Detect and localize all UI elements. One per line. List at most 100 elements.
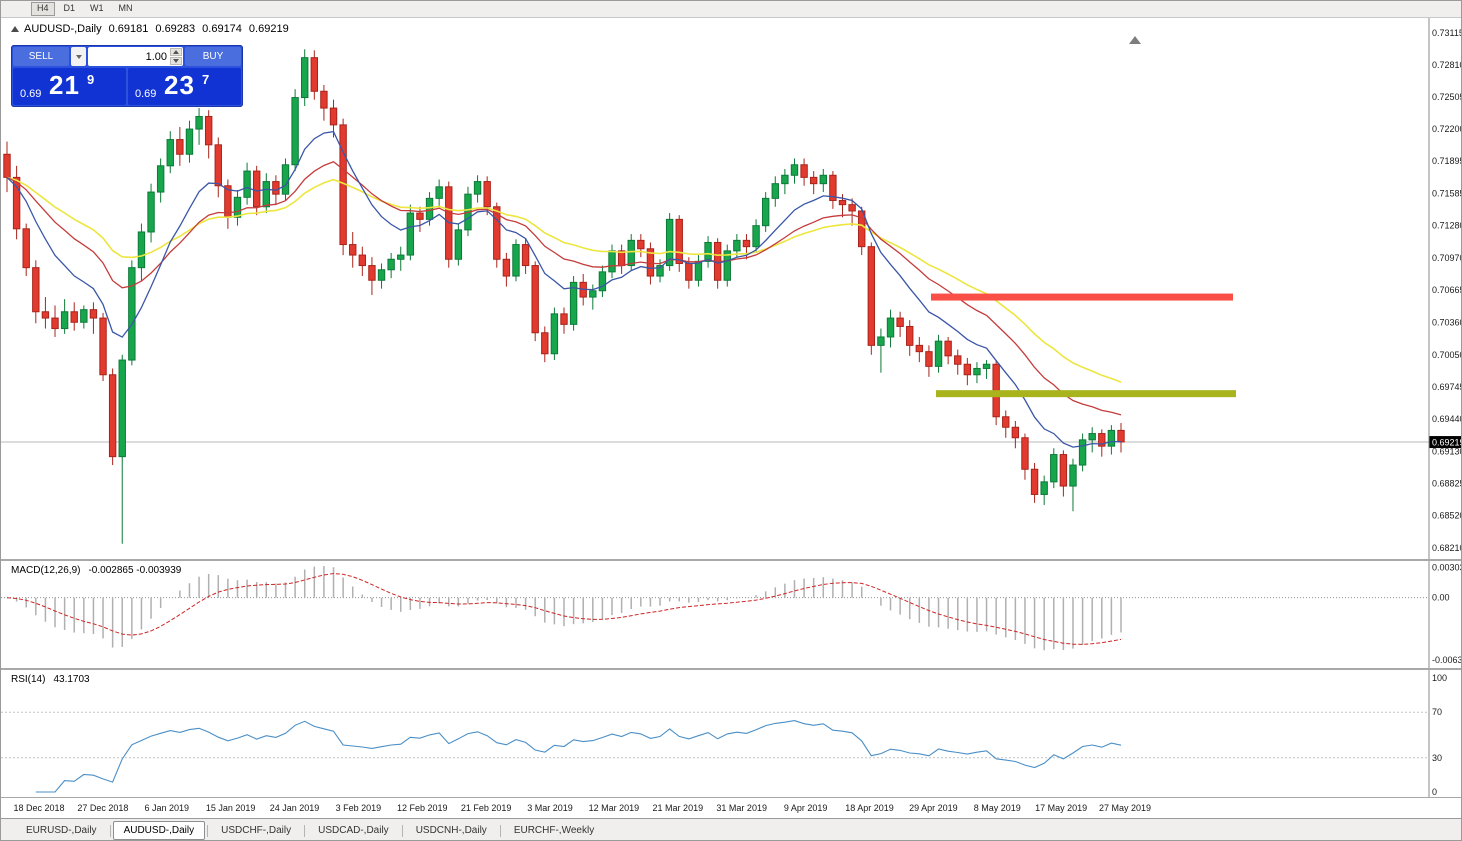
candle-body — [60, 311, 69, 330]
macd-label: MACD(12,26,9) -0.002865 -0.003939 — [11, 565, 181, 576]
timeframe-button-d1[interactable]: D1 — [58, 2, 82, 16]
volume-decrease-button[interactable] — [170, 57, 182, 65]
candle-body — [166, 139, 174, 167]
price-axis-label: 0.71585 — [1432, 189, 1462, 199]
candle-body — [156, 165, 165, 193]
candle-body — [176, 139, 184, 155]
candle-body — [790, 164, 799, 176]
time-axis-label: 27 Dec 2018 — [77, 803, 128, 813]
volume-input[interactable]: 1.00 — [88, 47, 183, 66]
rsi-label: RSI(14) 43.1703 — [11, 674, 90, 685]
time-axis-label: 18 Apr 2019 — [845, 803, 894, 813]
candle-body — [252, 170, 261, 208]
volume-increase-button[interactable] — [170, 48, 182, 56]
candle-body — [397, 254, 405, 260]
timeframe-button-w1[interactable]: W1 — [84, 2, 110, 16]
tab-usdcad-daily[interactable]: USDCAD-,Daily — [318, 825, 389, 836]
time-axis-label: 8 May 2019 — [974, 803, 1021, 813]
tab-audusd-daily[interactable]: AUDUSD-,Daily — [112, 821, 206, 840]
resistance-line[interactable] — [931, 293, 1233, 301]
candle-body — [1002, 416, 1010, 428]
chart-symbol-label: AUDUSD-,Daily — [24, 23, 102, 35]
candle-body — [128, 267, 136, 361]
candle-body — [915, 344, 924, 353]
timeframe-button-h4[interactable]: H4 — [31, 2, 55, 16]
time-axis[interactable]: 18 Dec 2018 27 Dec 2018 6 Jan 2019 15 Jan 2… — [1, 798, 1462, 818]
volume-value: 1.00 — [145, 50, 167, 63]
timeframe-toolbar: H4 D1 W1 MN — [1, 1, 1461, 18]
candle-body — [925, 351, 933, 367]
macd-signal-line — [6, 572, 1122, 645]
sell-button[interactable]: SELL — [13, 47, 69, 66]
price-axis-label: 0.68210 — [1432, 543, 1462, 553]
buy-price-display[interactable]: 0.69 23 7 — [128, 68, 241, 105]
price-axis-label: 0.71280 — [1432, 221, 1462, 231]
sell-price-sup: 9 — [87, 72, 95, 87]
candle-body — [214, 144, 222, 187]
rsi-indicator-panel[interactable]: 100 70 30 0 — [1, 670, 1462, 797]
sell-price-display[interactable]: 0.69 21 9 — [13, 68, 126, 105]
tab-separator — [499, 824, 501, 837]
candle-body — [435, 186, 443, 199]
price-axis-label: 0.69745 — [1432, 382, 1462, 392]
tab-usdcnh-daily[interactable]: USDCNH-,Daily — [415, 825, 487, 836]
tab-eurusd-daily[interactable]: EURUSD-,Daily — [26, 825, 97, 836]
candle-body — [1069, 464, 1077, 487]
support-line[interactable] — [936, 390, 1236, 398]
candle-body — [329, 107, 338, 126]
time-axis-label: 27 May 2019 — [1099, 803, 1151, 813]
scroll-marker-icon[interactable] — [1129, 36, 1141, 44]
time-axis-label: 3 Mar 2019 — [527, 803, 573, 813]
candle-body — [800, 164, 808, 178]
candle-body — [99, 317, 107, 376]
candle-body — [454, 229, 463, 260]
macd-scale-label: 0.00303 — [1432, 563, 1462, 573]
price-axis-label: 0.68825 — [1432, 478, 1462, 488]
candle-body — [934, 340, 943, 367]
price-axis-label: 0.73115 — [1432, 28, 1462, 38]
time-axis-label: 3 Feb 2019 — [336, 803, 382, 813]
candle-body — [1098, 433, 1106, 447]
price-axis-label: 0.69130 — [1432, 446, 1462, 456]
timeframe-button-mn[interactable]: MN — [113, 2, 139, 16]
candle-body — [896, 317, 904, 327]
buy-button[interactable]: BUY — [185, 47, 241, 66]
candle-body — [906, 325, 914, 346]
symbol-marker-icon — [11, 26, 19, 32]
candle-body — [761, 197, 770, 227]
pane-splitter[interactable] — [1, 668, 1461, 670]
candle-body — [243, 170, 251, 198]
candle-body — [32, 267, 40, 313]
volume-dropdown-button[interactable] — [71, 47, 86, 66]
tab-usdchf-daily[interactable]: USDCHF-,Daily — [221, 825, 292, 836]
price-axis-label: 0.68520 — [1432, 510, 1462, 520]
macd-indicator-panel[interactable]: 0.00303 0.00 -0.00631 — [1, 561, 1462, 668]
time-axis-label: 21 Feb 2019 — [461, 803, 512, 813]
rsi-scale-label: 70 — [1432, 707, 1442, 717]
ma-line-21 — [6, 161, 1122, 416]
candle-body — [406, 212, 415, 256]
time-axis-label: 17 May 2019 — [1035, 803, 1087, 813]
buy-price-sup: 7 — [202, 72, 210, 87]
price-chart[interactable]: 0.73115 0.72810 0.72505 0.72200 0.71895 0.715… — [1, 18, 1462, 559]
price-axis-label: 0.70970 — [1432, 253, 1462, 263]
time-axis-label: 31 Mar 2019 — [716, 803, 767, 813]
candle-body — [1078, 439, 1087, 466]
candle-body — [1117, 429, 1125, 443]
tab-separator — [304, 824, 306, 837]
candle-body — [877, 336, 885, 346]
rsi-value: 43.1703 — [53, 674, 90, 685]
pane-splitter[interactable] — [1, 559, 1461, 561]
buy-price-big: 23 — [164, 70, 195, 100]
price-axis-labels[interactable]: 0.73115 0.72810 0.72505 0.72200 0.71895 0.715… — [1432, 28, 1462, 553]
pane-splitter — [1, 797, 1461, 798]
candle-body — [281, 164, 290, 195]
candle-body — [3, 153, 11, 178]
volume-spinner — [170, 48, 182, 65]
tab-eurchf-weekly[interactable]: EURCHF-,Weekly — [513, 825, 595, 836]
candle-body — [301, 57, 309, 99]
candle-body — [1050, 454, 1058, 483]
time-axis-label: 18 Dec 2018 — [13, 803, 64, 813]
candle-body — [1040, 481, 1048, 495]
candle-body — [377, 269, 386, 281]
